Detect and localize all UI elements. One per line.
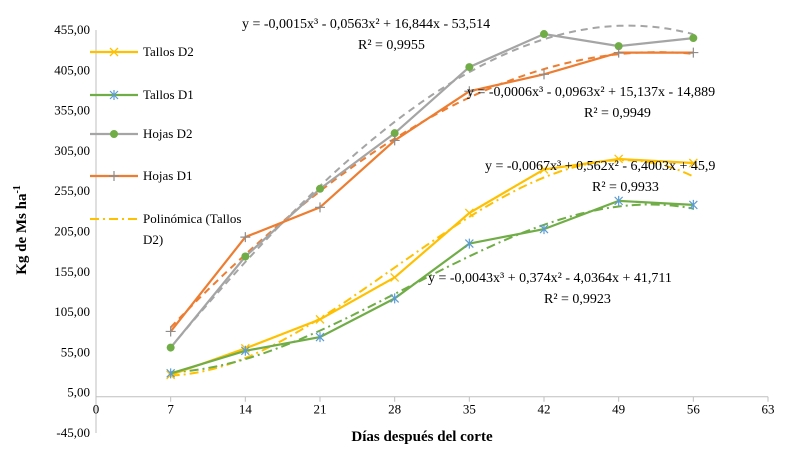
y-tick-label: 5,00 [67, 385, 90, 400]
data-point [539, 69, 549, 80]
trendline-2 [169, 24, 694, 349]
trend-r-squared: R² = 0,9923 [544, 292, 611, 307]
data-point [688, 199, 698, 210]
x-tick-label: 56 [687, 402, 701, 417]
y-tick-label: 455,00 [54, 22, 90, 37]
axes: -45,00 5,00 55,00 105,00 155,00 205,00 255,00 3… [12, 22, 775, 445]
trend-equation: y = -0,0015x³ - 0,0563x² + 16,844x - 53,… [242, 17, 490, 32]
data-point [315, 332, 325, 343]
series-hojas-d2 [166, 30, 698, 352]
data-point [389, 135, 400, 146]
data-point [539, 224, 549, 235]
data-point [166, 368, 176, 379]
legend-marker [109, 171, 119, 181]
legend-trend-label-cont: D2) [143, 232, 163, 247]
data-point [688, 47, 699, 58]
y-tick-label: 305,00 [54, 143, 90, 158]
x-axis-title: Días después del corte [351, 429, 493, 445]
legend-trend-label: Polinómica (Tallos [143, 211, 241, 226]
data-point [539, 164, 549, 174]
data-point [316, 184, 324, 193]
data-point [464, 86, 475, 97]
trendlines [169, 24, 694, 377]
series-tallos-d1 [166, 195, 698, 379]
data-point [540, 30, 548, 39]
series-line [170, 199, 694, 375]
data-point [464, 238, 474, 249]
legend-marker [110, 130, 118, 138]
data-point [315, 202, 325, 213]
legend-label: Hojas D1 [143, 168, 192, 183]
trend-r-squared: R² = 0,9949 [584, 106, 651, 121]
y-tick-label: 155,00 [54, 264, 90, 279]
y-tick-label: -45,00 [56, 425, 90, 440]
data-point [166, 343, 175, 352]
x-tick-label: 49 [612, 402, 625, 417]
series-tallos-d2 [166, 154, 698, 380]
data-point [613, 47, 624, 58]
data-series [165, 30, 699, 380]
y-tick-label: 355,00 [54, 103, 90, 118]
data-point [614, 42, 623, 51]
series-hojas-d1 [165, 47, 699, 337]
trend-r-squared: R² = 0,9933 [592, 180, 659, 195]
data-point [390, 129, 399, 138]
trendline-1 [170, 203, 694, 374]
x-tick-label: 14 [239, 402, 253, 417]
x-tick-label: 35 [463, 402, 476, 417]
y-tick-label: 205,00 [54, 224, 90, 239]
legend: Tallos D2 Tallos D1 Hojas D2 Hojas D1 Polinó… [90, 44, 241, 247]
y-tick-label: 105,00 [54, 304, 90, 319]
x-tick-label: 0 [93, 402, 100, 417]
legend-marker [109, 47, 119, 57]
x-tick-label: 63 [762, 402, 775, 417]
series-line [169, 32, 694, 349]
y-tick-label: 255,00 [54, 183, 90, 198]
data-point [165, 326, 176, 337]
trend-r-squared: R² = 0,9955 [358, 38, 425, 53]
series-line [169, 51, 694, 333]
x-tick-label: 7 [167, 402, 174, 417]
data-point [390, 272, 400, 282]
y-tick-label: 405,00 [54, 62, 90, 77]
y-axis-title: Kg de Ms ha-1 [12, 185, 30, 275]
trendline-0 [170, 159, 694, 377]
x-tick-label: 21 [314, 402, 327, 417]
data-point [240, 345, 250, 356]
data-point [240, 232, 251, 243]
data-point [390, 293, 400, 304]
legend-marker [109, 90, 119, 100]
trend-equation: y = -0,0006x³ - 0,0963x² + 15,137x - 14,… [467, 85, 715, 100]
data-point [465, 63, 474, 72]
data-point [241, 252, 250, 261]
trend-equation: y = -0,0067x³ + 0,562x² - 6,4003x + 45,9 [485, 159, 715, 174]
y-tick-label: 55,00 [61, 344, 90, 359]
x-tick-label: 28 [388, 402, 401, 417]
trend-equation: y = -0,0043x³ + 0,374x² - 4,0364x + 41,7… [428, 271, 672, 286]
legend-label: Tallos D2 [143, 44, 194, 59]
data-point [614, 195, 624, 206]
data-point [688, 158, 698, 168]
data-point [614, 154, 624, 164]
legend-label: Hojas D2 [143, 126, 192, 141]
data-point [315, 314, 325, 324]
series-line [170, 157, 694, 377]
equation-annotations: y = -0,0015x³ - 0,0563x² + 16,844x - 53,… [242, 17, 715, 307]
x-tick-label: 42 [538, 402, 551, 417]
legend-label: Tallos D1 [143, 87, 194, 102]
data-point [689, 34, 698, 43]
data-point [464, 208, 474, 218]
